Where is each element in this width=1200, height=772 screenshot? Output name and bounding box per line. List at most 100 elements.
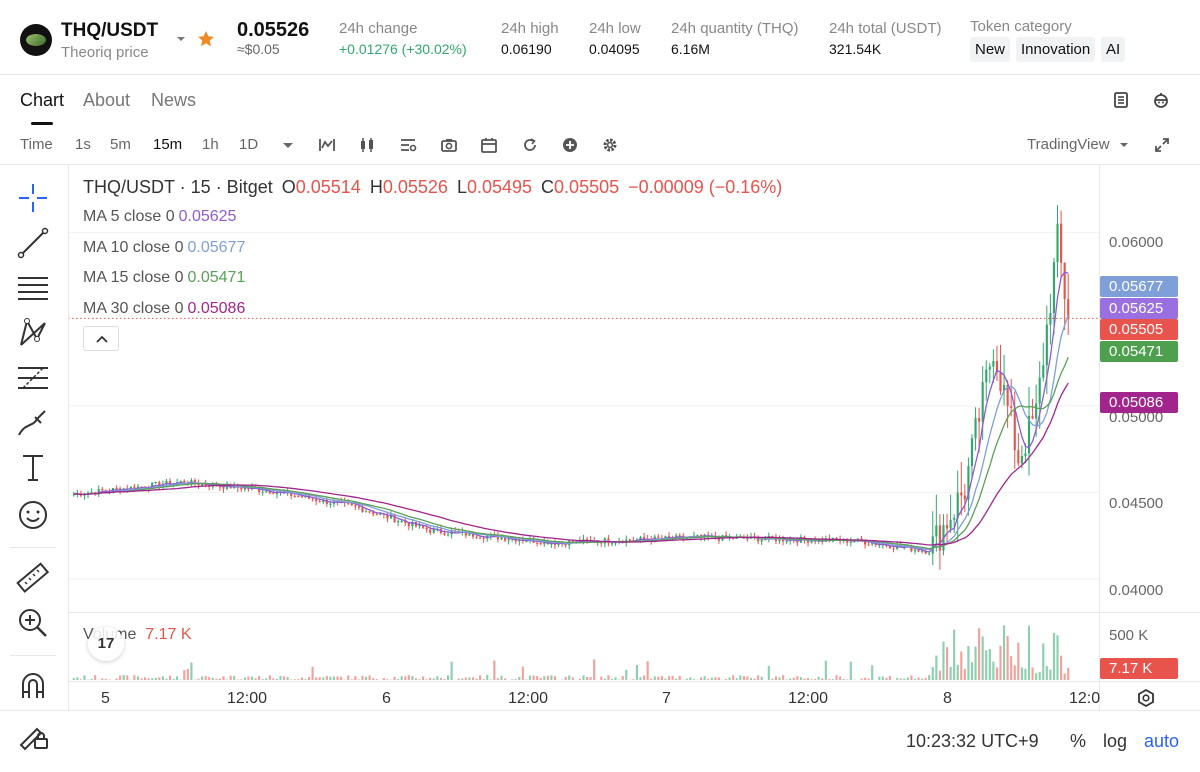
volume-bar xyxy=(500,676,502,680)
volume-bar xyxy=(889,676,891,680)
ma15-legend[interactable]: MA 15 close 0 0.05471 xyxy=(83,269,249,287)
candle-body xyxy=(397,521,399,522)
status-divider xyxy=(0,710,1200,711)
volume-bar xyxy=(946,647,948,680)
candle-body xyxy=(426,528,428,530)
volume-bar xyxy=(825,661,827,680)
candle-body xyxy=(354,505,356,506)
volume-bar xyxy=(579,679,581,680)
volume-bar xyxy=(287,677,289,680)
volume-bar xyxy=(636,665,638,680)
legend-collapse-button[interactable] xyxy=(83,326,119,351)
volume-bar xyxy=(935,656,937,680)
candle-body xyxy=(982,382,984,421)
candle-body xyxy=(443,533,445,535)
volume-bar xyxy=(276,679,278,680)
candle-body xyxy=(312,499,314,500)
x-axis-label: 8 xyxy=(943,690,952,708)
volume-bar xyxy=(76,677,78,680)
ma30-legend[interactable]: MA 30 close 0 0.05086 xyxy=(83,300,249,318)
volume-value: 7.17 K xyxy=(145,626,191,643)
volume-bar xyxy=(404,676,406,680)
volume-bar xyxy=(536,676,538,680)
price-axis-border xyxy=(1099,165,1100,710)
volume-bar xyxy=(429,678,431,680)
volume-bar xyxy=(372,678,374,680)
log-toggle[interactable]: log xyxy=(1103,731,1127,752)
candle-body xyxy=(1060,224,1062,263)
volume-bar xyxy=(411,676,413,680)
volume-bar xyxy=(1049,670,1051,680)
candle-body xyxy=(629,539,631,540)
volume-bar xyxy=(326,676,328,680)
candle-body xyxy=(914,550,916,551)
volume-bar xyxy=(472,677,474,680)
chart-settings-icon[interactable] xyxy=(1136,688,1156,708)
volume-bar xyxy=(839,677,841,680)
volume-bar xyxy=(1010,656,1012,680)
volume-bar xyxy=(336,676,338,680)
candle-body xyxy=(369,511,371,512)
x-axis-label: 6 xyxy=(382,690,391,708)
percent-toggle[interactable]: % xyxy=(1070,731,1086,752)
volume-bar xyxy=(436,676,438,680)
volume-bar xyxy=(187,669,189,680)
clock-timezone[interactable]: 10:23:32 UTC+9 xyxy=(906,731,1039,752)
volume-bar xyxy=(590,677,592,680)
volume-bar xyxy=(985,650,987,680)
candle-body xyxy=(1010,406,1012,408)
candle-body xyxy=(540,543,542,544)
volume-bar xyxy=(251,677,253,680)
volume-bar xyxy=(974,647,976,680)
volume-bar xyxy=(215,679,217,680)
volume-bar xyxy=(269,675,271,680)
volume-bar xyxy=(190,663,192,680)
volume-bar xyxy=(778,677,780,680)
candle-body xyxy=(611,543,613,544)
candle-body xyxy=(429,530,431,533)
candle-body xyxy=(365,511,367,512)
candle-body xyxy=(1056,224,1058,262)
volume-axis-label: 500 K xyxy=(1109,627,1148,644)
candle-body xyxy=(91,492,93,493)
volume-bar xyxy=(750,678,752,680)
volume-bar xyxy=(821,678,823,680)
candle-body xyxy=(376,514,378,515)
volume-divider xyxy=(68,612,1200,613)
volume-bar xyxy=(126,675,128,680)
volume-bar xyxy=(497,678,499,680)
volume-bar xyxy=(347,675,349,680)
legend-open-label: O xyxy=(282,177,296,197)
tradingview-logo[interactable]: 17 xyxy=(88,627,124,661)
volume-bar xyxy=(771,679,773,680)
ma5-legend[interactable]: MA 5 close 0 0.05625 xyxy=(83,208,240,226)
volume-bar xyxy=(393,677,395,680)
auto-scale-toggle[interactable]: auto xyxy=(1144,731,1179,752)
candle-body xyxy=(871,543,873,544)
volume-bar xyxy=(525,679,527,680)
volume-bar xyxy=(664,679,666,680)
volume-bar xyxy=(978,628,980,680)
volume-bar xyxy=(443,679,445,680)
candle-body xyxy=(921,551,923,552)
volume-bar xyxy=(593,659,595,680)
ma5-label: MA 5 close 0 xyxy=(83,208,175,225)
volume-bar xyxy=(622,676,624,680)
volume-bar xyxy=(568,675,570,680)
candle-body xyxy=(475,537,477,538)
volume-bar xyxy=(907,677,909,680)
candle-body xyxy=(101,489,103,490)
ma10-legend[interactable]: MA 10 close 0 0.05677 xyxy=(83,239,249,257)
legend-low-value: 0.05495 xyxy=(467,177,532,197)
volume-bar xyxy=(846,679,848,680)
candle-body xyxy=(992,361,994,367)
volume-bar xyxy=(244,678,246,680)
volume-bar xyxy=(999,646,1001,680)
volume-bar xyxy=(240,679,242,680)
volume-bar xyxy=(746,676,748,680)
x-axis-label: 12:00 xyxy=(788,690,828,708)
volume-bar xyxy=(1014,665,1016,680)
volume-bar xyxy=(928,675,930,680)
volume-bar xyxy=(739,675,741,680)
